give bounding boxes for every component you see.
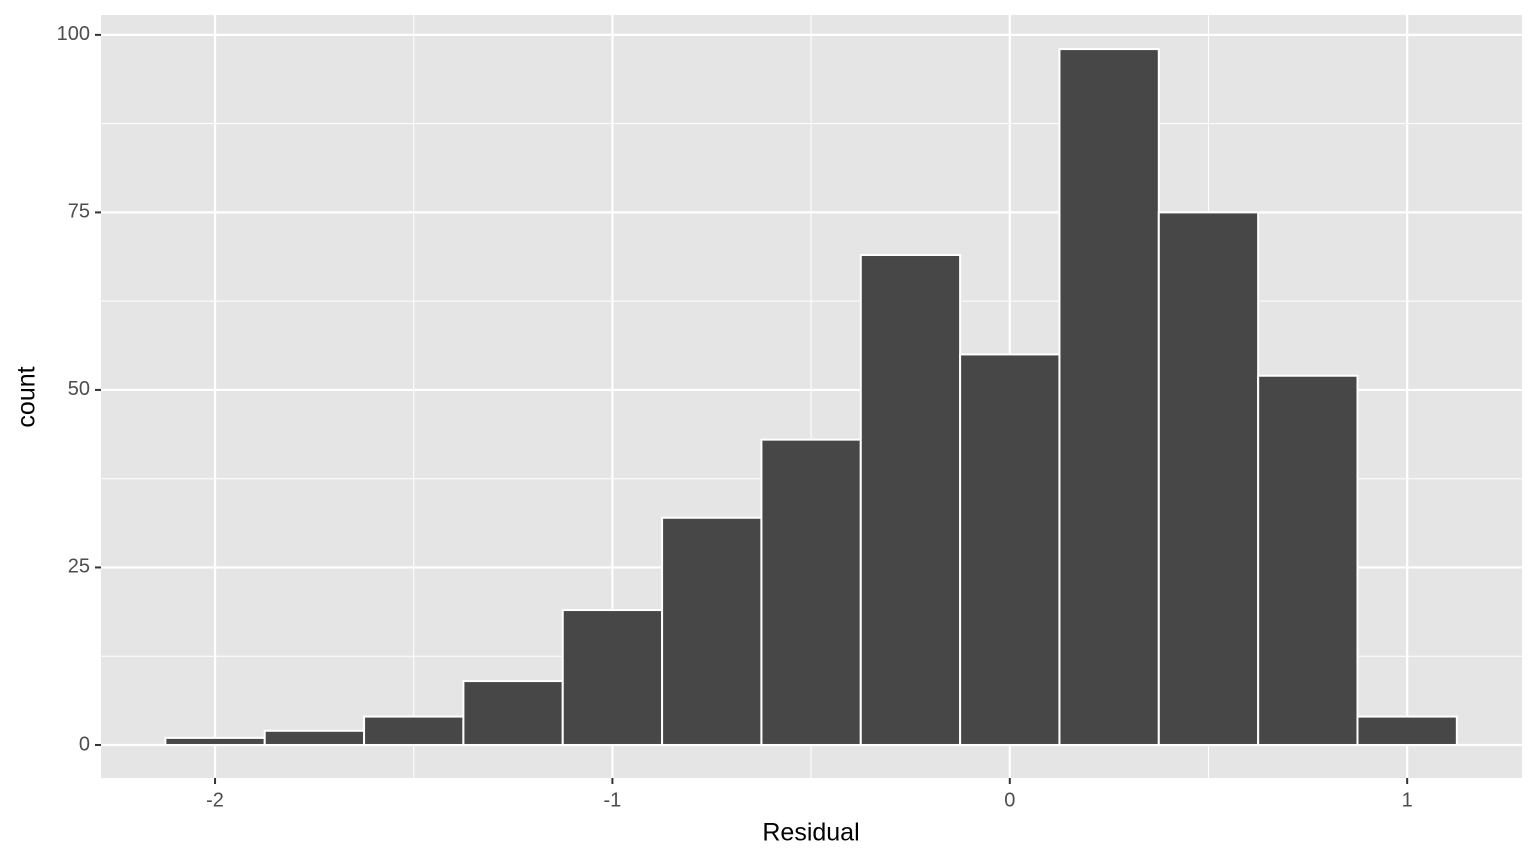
bar	[263, 729, 366, 746]
bar	[1257, 374, 1359, 746]
x-tick-label: -2	[206, 789, 224, 811]
bar	[661, 516, 763, 746]
y-tick-label: 0	[79, 733, 90, 755]
bar	[760, 438, 862, 746]
y-tick-label: 50	[68, 378, 90, 400]
x-tick-label: 0	[1004, 789, 1015, 811]
y-tick-label: 100	[57, 23, 90, 45]
bar	[1058, 48, 1160, 746]
bar	[959, 353, 1061, 746]
bar	[462, 680, 564, 746]
bar	[859, 254, 962, 746]
x-axis-title: Residual	[762, 819, 859, 847]
bar	[164, 736, 266, 746]
x-tick-label: -1	[604, 789, 622, 811]
y-tick-label: 75	[68, 201, 90, 223]
y-axis-title: count	[13, 366, 41, 427]
bar	[561, 609, 664, 746]
bar	[1157, 211, 1260, 746]
y-tick-label: 25	[68, 556, 90, 578]
bar	[1356, 715, 1458, 746]
x-tick-label: 1	[1402, 789, 1413, 811]
bar	[363, 715, 465, 746]
